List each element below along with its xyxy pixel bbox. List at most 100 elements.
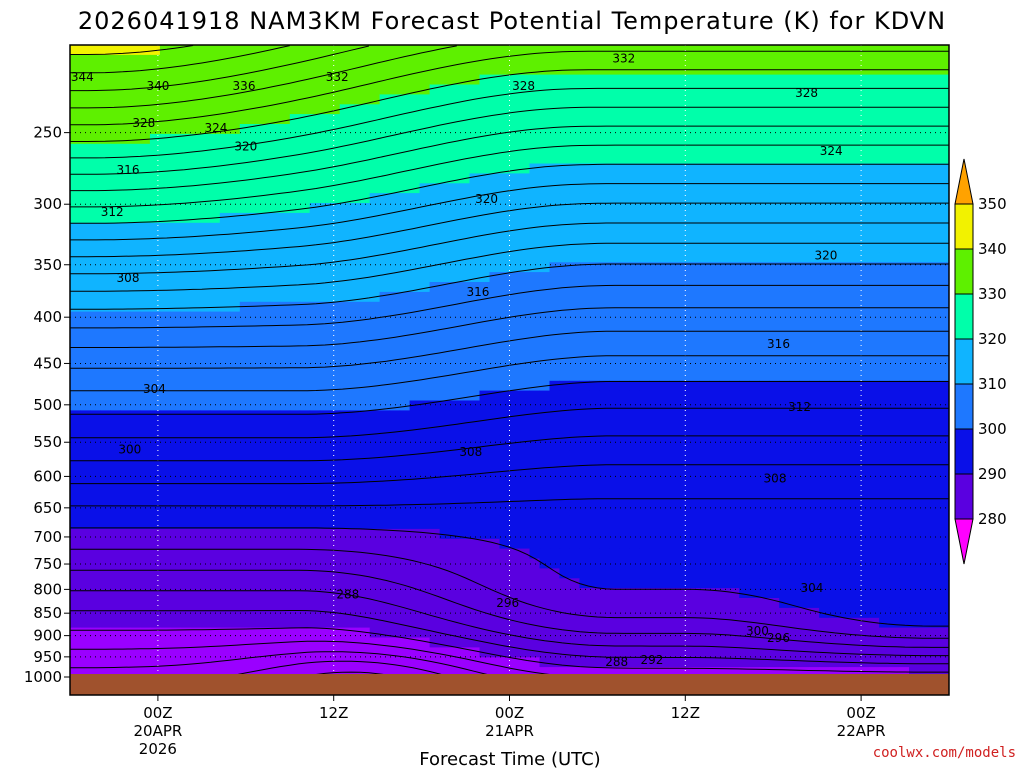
fill-cell bbox=[859, 499, 870, 510]
fill-cell bbox=[859, 84, 870, 95]
fill-cell bbox=[399, 104, 411, 115]
fill-cell bbox=[289, 440, 301, 451]
fill-cell bbox=[719, 133, 730, 145]
fill-cell bbox=[539, 311, 551, 323]
fill-cell bbox=[939, 341, 949, 352]
fill-cell bbox=[509, 114, 521, 125]
fill-cell bbox=[519, 193, 531, 204]
fill-cell bbox=[309, 124, 321, 135]
fill-cell bbox=[749, 272, 760, 283]
fill-cell bbox=[199, 222, 211, 234]
fill-cell bbox=[129, 262, 141, 273]
fill-cell bbox=[909, 430, 920, 441]
fill-cell bbox=[219, 430, 231, 441]
fill-cell bbox=[509, 588, 521, 599]
fill-cell bbox=[889, 114, 900, 125]
fill-cell bbox=[669, 469, 680, 481]
fill-cell bbox=[80, 153, 91, 165]
fill-cell bbox=[749, 212, 760, 224]
fill-cell bbox=[899, 104, 910, 115]
fill-cell bbox=[469, 548, 481, 560]
fill-cell bbox=[809, 390, 820, 402]
fill-cell bbox=[649, 45, 660, 56]
fill-cell bbox=[369, 321, 381, 332]
fill-cell bbox=[779, 222, 790, 234]
fill-cell bbox=[699, 232, 710, 244]
fill-cell bbox=[849, 440, 860, 451]
fill-cell bbox=[349, 588, 361, 599]
fill-cell bbox=[919, 410, 930, 421]
fill-cell bbox=[499, 114, 511, 125]
fill-cell bbox=[889, 538, 900, 550]
fill-cell bbox=[169, 183, 181, 194]
fill-cell bbox=[629, 578, 640, 589]
fill-cell bbox=[519, 272, 531, 283]
fill-cell bbox=[669, 351, 680, 362]
fill-cell bbox=[199, 45, 211, 56]
fill-cell bbox=[639, 114, 650, 125]
fill-cell bbox=[169, 361, 181, 372]
fill-cell bbox=[889, 183, 900, 194]
fill-cell bbox=[449, 459, 461, 471]
fill-cell bbox=[319, 173, 331, 184]
fill-cell bbox=[599, 203, 610, 214]
fill-cell bbox=[509, 469, 521, 481]
fill-cell bbox=[429, 232, 441, 244]
fill-cell bbox=[399, 232, 411, 244]
fill-cell bbox=[689, 548, 700, 560]
fill-cell bbox=[819, 321, 830, 332]
fill-cell bbox=[249, 528, 261, 540]
fill-cell bbox=[149, 430, 161, 441]
fill-cell bbox=[429, 173, 441, 184]
fill-cell bbox=[389, 301, 401, 313]
fill-cell bbox=[749, 351, 760, 362]
fill-cell bbox=[559, 163, 570, 174]
fill-cell bbox=[719, 420, 730, 431]
fill-cell bbox=[110, 114, 121, 125]
fill-cell bbox=[329, 183, 341, 194]
fill-cell bbox=[739, 311, 750, 323]
fill-cell bbox=[819, 410, 830, 421]
fill-cell bbox=[369, 459, 381, 471]
fill-cell bbox=[719, 331, 730, 342]
fill-cell bbox=[209, 94, 221, 105]
fill-cell bbox=[70, 64, 81, 76]
fill-cell bbox=[279, 143, 291, 155]
fill-cell bbox=[369, 212, 381, 224]
fill-cell bbox=[739, 262, 750, 273]
fill-cell bbox=[709, 380, 720, 392]
fill-cell bbox=[100, 440, 111, 451]
fill-cell bbox=[539, 390, 551, 402]
fill-cell bbox=[829, 449, 840, 461]
fill-cell bbox=[669, 173, 680, 184]
fill-cell bbox=[719, 54, 730, 66]
fill-cell bbox=[269, 430, 281, 441]
fill-cell bbox=[429, 519, 441, 530]
fill-cell bbox=[719, 84, 730, 95]
fill-cell bbox=[149, 440, 161, 451]
fill-cell bbox=[389, 252, 401, 263]
fill-cell bbox=[689, 380, 700, 392]
fill-cell bbox=[589, 400, 600, 411]
fill-cell bbox=[349, 578, 361, 589]
fill-cell bbox=[229, 203, 241, 214]
fill-cell bbox=[329, 509, 341, 520]
fill-cell bbox=[749, 84, 760, 95]
fill-cell bbox=[629, 321, 640, 332]
fill-cell bbox=[429, 321, 441, 332]
fill-cell bbox=[769, 114, 780, 125]
fill-cell bbox=[319, 321, 331, 332]
fill-cell bbox=[819, 291, 830, 303]
fill-cell bbox=[729, 528, 740, 540]
fill-cell bbox=[809, 173, 820, 184]
fill-cell bbox=[359, 54, 371, 66]
fill-cell bbox=[899, 291, 910, 303]
fill-cell bbox=[399, 84, 411, 95]
fill-cell bbox=[239, 183, 251, 194]
fill-cell bbox=[789, 222, 800, 234]
fill-cell bbox=[479, 94, 491, 105]
fill-cell bbox=[229, 183, 241, 194]
fill-cell bbox=[619, 291, 630, 303]
fill-cell bbox=[459, 370, 471, 382]
fill-cell bbox=[169, 124, 181, 135]
